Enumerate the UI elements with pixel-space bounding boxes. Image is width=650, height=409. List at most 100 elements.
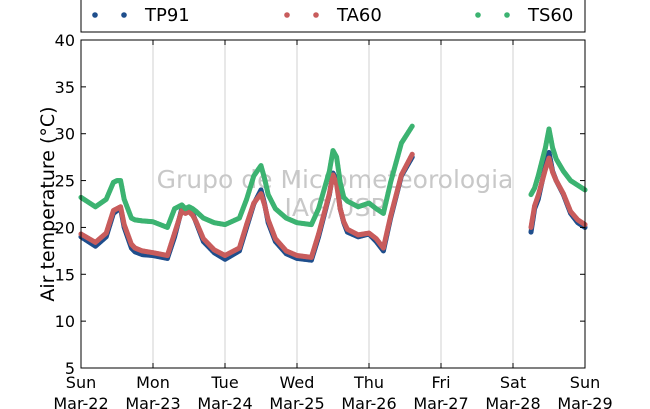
data-point xyxy=(166,249,172,255)
y-tick-label: 40 xyxy=(55,31,75,50)
x-tick-date: Mar-22 xyxy=(53,394,108,409)
data-point xyxy=(249,181,254,187)
data-point xyxy=(238,241,244,247)
legend-item-tp91: TP91 xyxy=(92,5,190,26)
data-point xyxy=(397,147,402,153)
data-point xyxy=(531,210,536,216)
data-point xyxy=(312,243,318,249)
data-point xyxy=(106,223,111,229)
y-tick-label: 30 xyxy=(55,125,75,144)
data-point xyxy=(325,198,330,203)
y-tick-label: 25 xyxy=(55,172,75,191)
data-point xyxy=(244,196,250,202)
data-point xyxy=(531,207,537,212)
data-point xyxy=(174,223,180,229)
data-point xyxy=(390,206,395,212)
data-point xyxy=(528,229,534,235)
data-point xyxy=(395,153,401,159)
x-tick-day: Thu xyxy=(353,373,384,392)
plot-area xyxy=(81,40,585,368)
x-tick-day: Tue xyxy=(210,373,238,392)
data-point xyxy=(244,222,250,228)
data-point xyxy=(243,226,248,231)
data-point xyxy=(108,215,114,221)
y-tick-label: 15 xyxy=(55,265,75,284)
x-tick-date: Mar-24 xyxy=(197,394,252,409)
data-point xyxy=(247,185,253,191)
axes: Sun Mar-22 Mon Mar-23 Tue Mar-24 Wed Mar-25 Thu M… xyxy=(53,31,612,409)
data-point xyxy=(172,230,178,236)
data-point xyxy=(171,234,176,240)
y-tick-label: 20 xyxy=(55,218,75,237)
data-point xyxy=(237,245,242,251)
data-point xyxy=(393,160,399,166)
data-point xyxy=(323,181,329,187)
data-point xyxy=(311,247,317,253)
data-point xyxy=(391,200,397,205)
data-point xyxy=(535,193,541,199)
data-point xyxy=(540,175,546,181)
watermark: Grupo de Micrometeorologia IAG/USP xyxy=(157,165,514,222)
data-point xyxy=(537,168,542,174)
legend-marker xyxy=(475,12,481,18)
legend-item-ts60: TS60 xyxy=(475,5,573,26)
data-point xyxy=(105,226,110,232)
data-point xyxy=(318,200,323,205)
data-point xyxy=(539,180,545,185)
x-tick-date: Mar-27 xyxy=(413,394,468,409)
data-point xyxy=(388,180,393,185)
plot-frame xyxy=(80,39,586,369)
data-point xyxy=(250,177,256,183)
x-tick-day: Sat xyxy=(500,373,526,392)
y-tick-label: 10 xyxy=(55,312,75,331)
x-tick-date: Mar-23 xyxy=(125,394,180,409)
data-point xyxy=(167,245,173,251)
data-point xyxy=(316,231,321,237)
data-point xyxy=(323,204,329,210)
legend-marker xyxy=(121,12,127,18)
data-point xyxy=(409,151,415,157)
data-point xyxy=(245,218,251,224)
data-point xyxy=(245,193,251,198)
data-point xyxy=(528,225,534,230)
data-point xyxy=(336,171,342,177)
data-point xyxy=(177,215,182,221)
data-point xyxy=(539,159,545,165)
x-tick-date: Mar-28 xyxy=(485,394,540,409)
series-ts60 xyxy=(78,123,588,230)
data-point xyxy=(383,235,389,240)
data-point xyxy=(387,185,392,191)
x-tick-day: Sun xyxy=(570,373,600,392)
data-point xyxy=(246,215,252,220)
x-tick-date: Mar-25 xyxy=(269,394,324,409)
watermark-line-2: IAG/USP xyxy=(284,193,385,222)
data-point xyxy=(109,211,115,217)
data-point xyxy=(325,175,330,180)
data-point xyxy=(530,214,536,220)
data-point xyxy=(334,159,340,164)
data-point xyxy=(246,189,252,194)
data-point xyxy=(336,194,341,199)
series-ta60 xyxy=(78,151,588,260)
data-point xyxy=(337,202,342,208)
data-point xyxy=(241,230,247,235)
x-tick-date: Mar-29 xyxy=(557,394,612,409)
data-point xyxy=(319,218,325,224)
data-point xyxy=(391,166,397,172)
legend-marker xyxy=(504,12,510,18)
data-point xyxy=(385,190,391,196)
data-point xyxy=(309,255,314,260)
data-point xyxy=(321,187,327,193)
data-point xyxy=(538,164,543,169)
data-point xyxy=(334,154,339,160)
y-tick-label: 5 xyxy=(65,359,75,378)
data-point xyxy=(173,226,179,232)
data-point xyxy=(336,198,342,204)
data-point xyxy=(393,193,399,199)
data-point xyxy=(535,173,541,179)
data-point xyxy=(390,173,395,179)
data-point xyxy=(240,233,246,239)
legend-marker xyxy=(313,12,319,18)
x-tick-day: Mon xyxy=(136,373,170,392)
